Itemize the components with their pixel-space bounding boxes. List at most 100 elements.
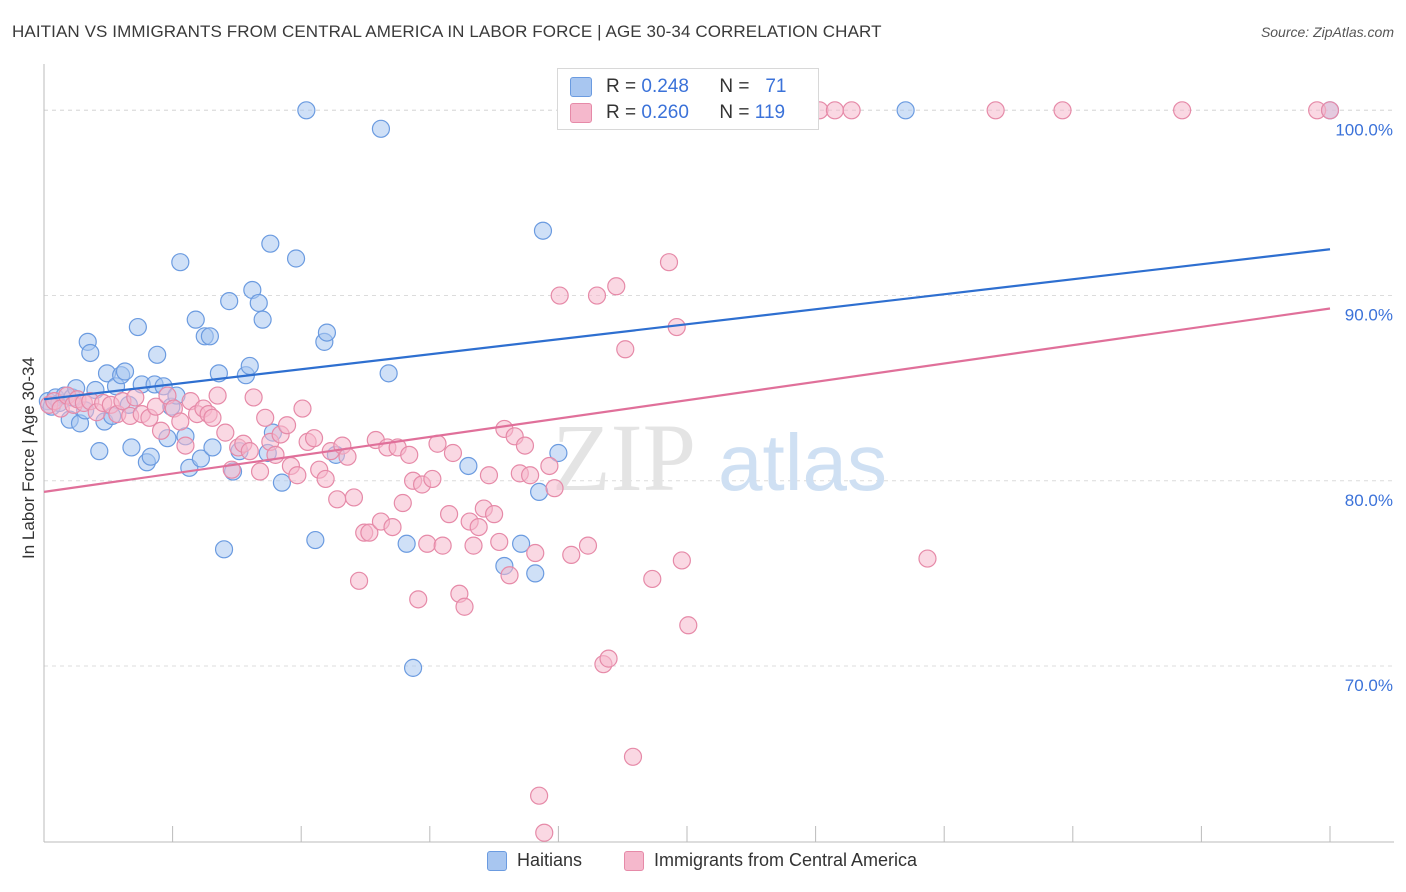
central-america-trend-line — [43, 307, 1331, 493]
r-label: R = — [606, 76, 637, 97]
central-america-point — [1053, 101, 1072, 120]
haitian-point — [115, 362, 135, 381]
haitian-point — [512, 534, 531, 553]
r-label: R = — [606, 102, 637, 123]
central-america-point — [562, 545, 581, 564]
haitian-point — [141, 447, 160, 466]
r-value: 0.260 — [641, 102, 689, 123]
central-america-point — [328, 490, 347, 509]
central-america-point — [479, 466, 499, 485]
n-label: N = — [719, 102, 750, 123]
central-america-point — [428, 434, 447, 453]
haitian-point — [272, 473, 292, 492]
central-america-point — [244, 388, 263, 407]
central-america-point — [643, 569, 662, 589]
y-tick-label: 80.0% — [1345, 491, 1393, 510]
legend-item-central-america[interactable]: Immigrants from Central America — [624, 850, 917, 871]
central-america-point — [439, 505, 459, 524]
central-america-point — [455, 597, 474, 616]
haitian-point — [214, 540, 234, 559]
n-label: N = — [719, 76, 750, 97]
haitian-point — [81, 343, 100, 363]
central-america-point — [393, 493, 412, 513]
source-label: Source: ZipAtlas.com — [1260, 24, 1394, 40]
haitians-swatch — [570, 77, 592, 97]
central-america-point — [464, 536, 483, 555]
central-america-swatch — [570, 103, 592, 123]
haitian-point — [186, 310, 205, 329]
central-america-point — [587, 286, 607, 305]
haitian-point — [148, 345, 167, 364]
grid-layer — [44, 109, 1394, 667]
central-america-point — [500, 566, 519, 585]
central-america-point — [146, 397, 165, 416]
central-america-point — [842, 101, 861, 120]
central-america-point — [540, 456, 559, 476]
haitian-point — [379, 364, 398, 383]
central-america-point — [599, 649, 618, 668]
axis-layer — [43, 64, 1394, 843]
haitian-point — [397, 534, 416, 553]
central-america-point — [338, 447, 357, 466]
stats-row-central-america: R = 0.260 N = 119 — [570, 100, 785, 126]
haitian-point — [306, 530, 325, 550]
central-america-point — [256, 408, 275, 427]
central-america-point — [176, 436, 195, 455]
central-america-point — [400, 445, 419, 464]
central-america-point — [304, 429, 324, 448]
central-america-point — [659, 253, 679, 272]
legend-label: Immigrants from Central America — [654, 850, 918, 870]
watermark: ZIP atlas — [552, 404, 887, 511]
n-value: 119 — [754, 102, 786, 123]
central-america-point — [288, 466, 307, 485]
central-america-point — [240, 442, 259, 461]
haitian-point — [220, 292, 239, 311]
central-america-point — [1320, 101, 1340, 120]
central-america-point — [550, 286, 569, 305]
central-america-point — [126, 388, 145, 407]
central-america-point — [171, 412, 190, 431]
stats-legend: R = 0.248 N = 71 R = 0.260 N = 119 — [557, 68, 819, 130]
central-america-point — [578, 536, 598, 555]
central-america-point — [423, 469, 442, 489]
central-america-point — [208, 386, 227, 405]
central-america-point — [530, 786, 549, 805]
stats-row-haitians: R = 0.248 N = 71 — [570, 74, 786, 100]
legend-item-haitians[interactable]: Haitians — [487, 850, 582, 871]
haitian-point — [317, 323, 337, 342]
central-america-legend-swatch — [624, 850, 644, 871]
central-america-point — [216, 423, 235, 442]
central-america-point — [607, 277, 626, 296]
scatter-chart: ZIP atlas 70.0%80.0%90.0%100.0%0.0%100.0… — [19, 64, 1394, 843]
central-america-point — [383, 517, 402, 537]
central-america-point — [616, 340, 635, 359]
haitians-trend-line — [43, 248, 1331, 401]
haitian-point — [122, 438, 141, 457]
haitian-point — [526, 564, 545, 583]
central-america-point — [349, 571, 369, 590]
central-america-point — [433, 536, 452, 555]
central-america-point — [526, 543, 545, 563]
trend-layer — [43, 248, 1331, 493]
central-america-point — [250, 462, 270, 481]
haitian-point — [171, 253, 190, 272]
central-america-point — [490, 532, 509, 552]
haitian-point — [90, 442, 109, 461]
central-america-point — [418, 534, 437, 553]
central-america-point — [1173, 101, 1192, 120]
central-america-point — [203, 408, 222, 427]
y-tick-label: 90.0% — [1345, 306, 1393, 325]
haitian-point — [403, 658, 423, 677]
legend-label: Haitians — [517, 850, 583, 870]
haitian-point — [896, 101, 915, 120]
central-america-point — [521, 466, 540, 485]
watermark-atlas: atlas — [718, 418, 887, 507]
haitian-point — [249, 293, 268, 313]
label-layer: 70.0%80.0%90.0%100.0%0.0%100.0%In Labor … — [19, 120, 1393, 695]
haitian-point — [371, 119, 391, 138]
central-america-point — [535, 823, 554, 842]
haitian-point — [549, 443, 568, 463]
haitian-point — [128, 317, 147, 337]
central-america-point — [409, 590, 428, 609]
central-america-point — [825, 101, 844, 120]
